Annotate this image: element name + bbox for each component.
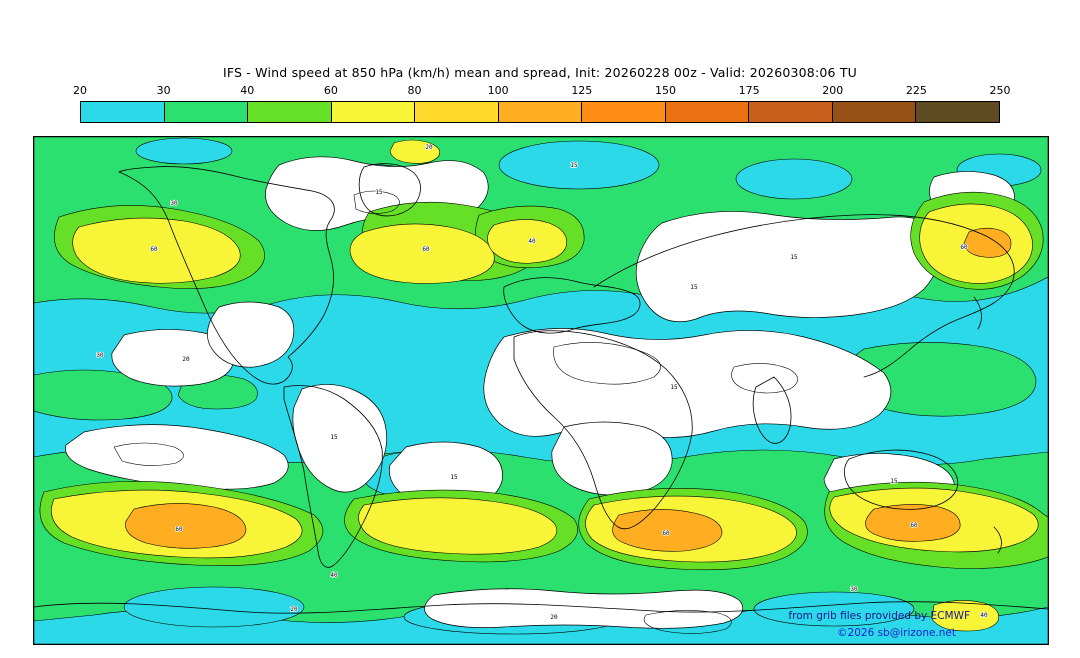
contour-label: 60: [422, 246, 430, 253]
colorbar-segment: [81, 102, 164, 122]
contour-label: 15: [570, 162, 578, 169]
calm-sahara-india-belt: [484, 328, 891, 437]
colorbar-tick: 30: [157, 84, 171, 97]
contour-label: 60: [662, 530, 670, 537]
colorbar-tick: 150: [655, 84, 676, 97]
calm-antarctic-interior: [424, 589, 742, 629]
colorbar-segment: [414, 102, 498, 122]
contour-label: 60: [960, 244, 968, 251]
jet100-east-asia: [964, 228, 1011, 257]
contour-label: 15: [375, 189, 383, 196]
colorbar-tick: 40: [240, 84, 254, 97]
attribution-ecmwf: from grib files provided by ECMWF: [788, 610, 970, 622]
weather-chart-page: IFS - Wind speed at 850 hPa (km/h) mean …: [0, 0, 1080, 658]
colorbar: [80, 101, 1000, 123]
contour-label: 40: [980, 612, 988, 619]
colorbar-segment: [581, 102, 665, 122]
colorbar-segment: [832, 102, 916, 122]
chart-title: IFS - Wind speed at 850 hPa (km/h) mean …: [0, 65, 1080, 80]
colorbar-tick: 250: [990, 84, 1011, 97]
contour-label: 60: [175, 526, 183, 533]
colorbar-tick: 125: [571, 84, 592, 97]
contour-label: 30: [170, 200, 178, 207]
colorbar-segment: [915, 102, 999, 122]
colorbar-tick: 100: [488, 84, 509, 97]
colorbar-tick: 225: [906, 84, 927, 97]
contour-label: 30: [850, 586, 858, 593]
cyan-patch-siberia-top: [736, 159, 852, 199]
contour-label: 20: [182, 356, 190, 363]
attribution-copyright: ©2026 sb@irizone.net: [837, 627, 956, 639]
colorbar-segment: [247, 102, 331, 122]
colorbar-tick: 60: [324, 84, 338, 97]
contour-label: 15: [330, 434, 338, 441]
contour-label: 20: [425, 144, 433, 151]
contour-label: 15: [790, 254, 798, 261]
colorbar-segment: [748, 102, 832, 122]
contour-label: 15: [690, 284, 698, 291]
world-map: 20 15 30 15 15 15 60 60 60 40 30 20 15 15 15 15 60 60 60 40…: [33, 136, 1049, 645]
contour-label: 15: [670, 384, 678, 391]
colorbar-tick: 20: [73, 84, 87, 97]
colorbar-segment: [331, 102, 415, 122]
cyan-patch-pacific-top: [136, 138, 232, 164]
colorbar-segment: [665, 102, 749, 122]
colorbar-tick: 200: [822, 84, 843, 97]
calm-south-africa: [552, 422, 672, 495]
jet60-europe: [487, 219, 566, 263]
cyan-patch-antarctic-1: [124, 587, 304, 627]
colorbar-segment: [164, 102, 248, 122]
contour-label: 40: [330, 572, 338, 579]
contour-label: 15: [450, 474, 458, 481]
wind-field-svg: 20 15 30 15 15 15 60 60 60 40 30 20 15 15 15 15 60 60 60 40…: [34, 137, 1048, 644]
cyan-patch-natl-top: [499, 141, 659, 189]
colorbar-tick: 175: [739, 84, 760, 97]
calm-west-north-america: [207, 302, 293, 367]
contour-label: 30: [96, 352, 104, 359]
contour-label: 15: [890, 478, 898, 485]
colorbar-tick: 80: [408, 84, 422, 97]
colorbar-tick-labels: 2030406080100125150175200225250: [80, 84, 1000, 98]
calm-central-asia: [636, 211, 940, 321]
contour-label: 60: [910, 522, 918, 529]
contour-label: 20: [550, 614, 558, 621]
contour-label: 40: [528, 238, 536, 245]
contour-label: 60: [150, 246, 158, 253]
contour-label: 20: [290, 606, 298, 613]
colorbar-segment: [498, 102, 582, 122]
